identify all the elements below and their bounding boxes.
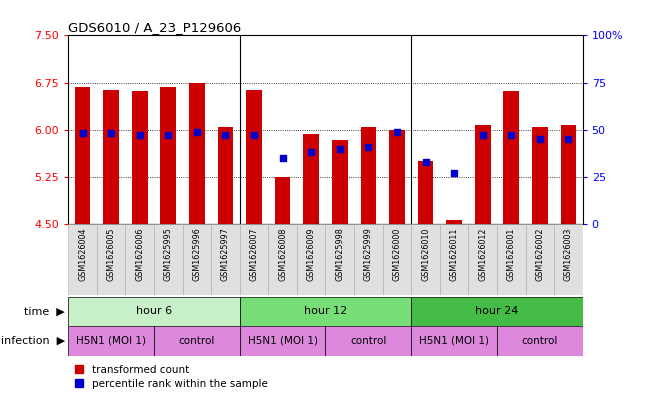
Text: GSM1626007: GSM1626007 (249, 228, 258, 281)
Point (77, 130, 88, 137)
Text: GSM1626009: GSM1626009 (307, 228, 316, 281)
Text: GSM1626008: GSM1626008 (278, 228, 287, 281)
Bar (132, 91, 148, 224)
FancyBboxPatch shape (68, 297, 240, 326)
Bar (161, 87, 176, 224)
Point (534, 136, 545, 142)
Text: GSM1626005: GSM1626005 (107, 228, 116, 281)
Bar (332, 140, 348, 224)
Text: hour 6: hour 6 (136, 307, 172, 316)
Point (506, 132, 516, 138)
Text: GSM1625997: GSM1625997 (221, 228, 230, 281)
FancyBboxPatch shape (68, 326, 154, 356)
Point (249, 132, 259, 138)
Text: control: control (521, 336, 558, 346)
FancyBboxPatch shape (183, 224, 211, 295)
Text: GSM1625995: GSM1625995 (164, 228, 173, 281)
FancyBboxPatch shape (154, 326, 240, 356)
Bar (246, 90, 262, 224)
Point (163, 132, 174, 138)
Point (363, 143, 374, 150)
Text: GDS6010 / A_23_P129606: GDS6010 / A_23_P129606 (68, 21, 242, 34)
Point (277, 155, 288, 161)
Bar (104, 90, 119, 224)
Text: hour 12: hour 12 (304, 307, 347, 316)
Bar (418, 160, 434, 224)
Text: GSM1625998: GSM1625998 (335, 228, 344, 281)
Point (477, 132, 488, 138)
Point (106, 130, 117, 137)
FancyBboxPatch shape (440, 224, 468, 295)
FancyBboxPatch shape (297, 224, 326, 295)
Point (191, 129, 202, 135)
Text: control: control (350, 336, 387, 346)
Text: GSM1626006: GSM1626006 (135, 228, 145, 281)
Legend: transformed count, percentile rank within the sample: transformed count, percentile rank withi… (74, 365, 268, 389)
Text: control: control (179, 336, 215, 346)
Text: GSM1625996: GSM1625996 (193, 228, 201, 281)
Text: GSM1626000: GSM1626000 (393, 228, 402, 281)
Text: time  ▶: time ▶ (24, 307, 65, 316)
FancyBboxPatch shape (268, 224, 297, 295)
Bar (532, 127, 547, 224)
Point (306, 149, 316, 156)
Text: hour 24: hour 24 (475, 307, 519, 316)
Bar (503, 91, 519, 224)
Bar (189, 83, 205, 224)
Text: H5N1 (MOI 1): H5N1 (MOI 1) (247, 336, 318, 346)
Bar (217, 127, 233, 224)
FancyBboxPatch shape (240, 326, 326, 356)
FancyBboxPatch shape (468, 224, 497, 295)
FancyBboxPatch shape (554, 224, 583, 295)
FancyBboxPatch shape (354, 224, 383, 295)
Text: GSM1626012: GSM1626012 (478, 228, 487, 281)
FancyBboxPatch shape (411, 297, 583, 326)
Bar (389, 130, 405, 224)
FancyBboxPatch shape (383, 224, 411, 295)
Point (135, 132, 145, 138)
Text: H5N1 (MOI 1): H5N1 (MOI 1) (76, 336, 146, 346)
Text: GSM1626004: GSM1626004 (78, 228, 87, 281)
FancyBboxPatch shape (326, 326, 411, 356)
Bar (361, 127, 376, 224)
Point (421, 159, 431, 165)
FancyBboxPatch shape (211, 224, 240, 295)
Text: infection  ▶: infection ▶ (1, 336, 65, 346)
Text: GSM1626001: GSM1626001 (506, 228, 516, 281)
FancyBboxPatch shape (411, 326, 497, 356)
FancyBboxPatch shape (326, 224, 354, 295)
Bar (303, 134, 319, 224)
FancyBboxPatch shape (497, 224, 525, 295)
Point (335, 145, 345, 152)
Bar (275, 177, 290, 224)
FancyBboxPatch shape (97, 224, 126, 295)
Text: GSM1626010: GSM1626010 (421, 228, 430, 281)
Bar (446, 220, 462, 224)
Text: GSM1625999: GSM1625999 (364, 228, 373, 281)
FancyBboxPatch shape (126, 224, 154, 295)
Point (563, 136, 574, 142)
Text: GSM1626003: GSM1626003 (564, 228, 573, 281)
FancyBboxPatch shape (68, 224, 97, 295)
Text: GSM1626002: GSM1626002 (535, 228, 544, 281)
Bar (75, 87, 90, 224)
Bar (561, 125, 576, 224)
Text: GSM1626011: GSM1626011 (450, 228, 458, 281)
FancyBboxPatch shape (240, 224, 268, 295)
Point (392, 129, 402, 135)
FancyBboxPatch shape (240, 297, 411, 326)
FancyBboxPatch shape (525, 224, 554, 295)
FancyBboxPatch shape (154, 224, 183, 295)
FancyBboxPatch shape (411, 224, 440, 295)
FancyBboxPatch shape (497, 326, 583, 356)
Point (220, 132, 230, 138)
Bar (475, 125, 490, 224)
Text: H5N1 (MOI 1): H5N1 (MOI 1) (419, 336, 489, 346)
Point (449, 170, 459, 176)
